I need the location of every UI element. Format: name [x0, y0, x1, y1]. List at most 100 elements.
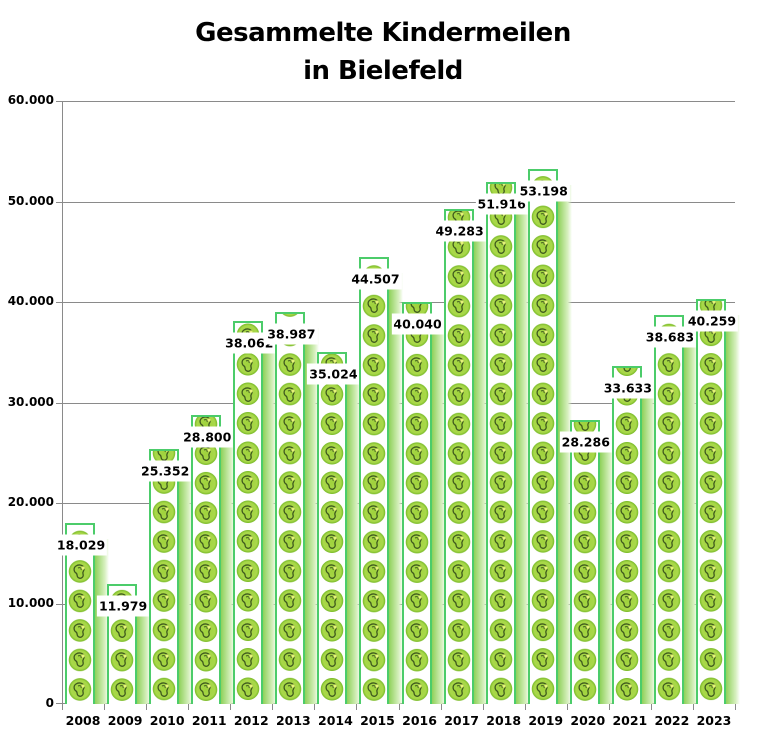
- footprint-icon: [366, 622, 382, 640]
- footprint-icon: [493, 268, 509, 286]
- footprint-icon: [240, 356, 256, 374]
- footprint-icon: [535, 268, 551, 286]
- footprint-icon: [114, 681, 130, 699]
- footprint-icon: [409, 592, 425, 610]
- footprint-icon: [493, 474, 509, 492]
- footprint-icon: [619, 622, 635, 640]
- bar-2017[interactable]: [443, 208, 474, 704]
- footprint-icon: [703, 504, 719, 522]
- footprint-icon: [493, 297, 509, 315]
- footprint-icon: [72, 651, 88, 669]
- bar-2012[interactable]: [233, 321, 264, 704]
- footprint-icon: [451, 592, 467, 610]
- footprint-icon: [535, 474, 551, 492]
- footprint-icon: [156, 563, 172, 581]
- footprint-icon: [703, 622, 719, 640]
- data-label: 53.198: [517, 180, 570, 202]
- footprint-icon: [451, 356, 467, 374]
- bar-shadow: [389, 272, 404, 704]
- chart-title-line-2: in Bielefeld: [303, 56, 463, 86]
- footprint-icon: [409, 415, 425, 433]
- x-tick-label: 2015: [360, 713, 395, 728]
- footprint-icon: [451, 445, 467, 463]
- footprint-icon: [703, 415, 719, 433]
- footprint-icon: [619, 415, 635, 433]
- bar-2016[interactable]: [401, 301, 432, 704]
- bar-shadow: [473, 224, 488, 704]
- footprint-icon: [324, 445, 340, 463]
- footprint-icon: [240, 386, 256, 404]
- footprint-icon: [198, 651, 214, 669]
- footprint-icon: [451, 533, 467, 551]
- footprint-icon: [451, 415, 467, 433]
- footprint-icon: [72, 592, 88, 610]
- footprint-icon: [451, 622, 467, 640]
- x-tick-mark: [230, 704, 232, 710]
- x-tick-mark: [482, 704, 484, 710]
- footprint-icon: [409, 386, 425, 404]
- footprint-icon: [282, 474, 298, 492]
- chart-title-line-1: Gesammelte Kindermeilen: [195, 18, 571, 48]
- data-label: 49.283: [433, 220, 486, 242]
- bar-2011[interactable]: [191, 414, 222, 704]
- footprint-icon: [451, 504, 467, 522]
- footprint-icon: [282, 314, 298, 315]
- x-tick-label: 2014: [318, 713, 353, 728]
- footprint-icon: [409, 563, 425, 581]
- footprint-icon: [324, 415, 340, 433]
- footprint-icon: [535, 622, 551, 640]
- x-tick-mark: [692, 704, 694, 710]
- x-tick-mark: [272, 704, 274, 710]
- footprint-icon: [366, 356, 382, 374]
- bar-2021[interactable]: [611, 366, 642, 704]
- footprint-icon: [661, 651, 677, 669]
- bar-shadow: [263, 337, 278, 704]
- data-label: 28.286: [559, 431, 612, 453]
- bar-2023[interactable]: [695, 299, 726, 704]
- footprint-icon: [324, 592, 340, 610]
- bar-2010[interactable]: [149, 449, 180, 704]
- footprint-icon: [451, 681, 467, 699]
- footprint-icon: [661, 681, 677, 699]
- footprint-icon: [409, 681, 425, 699]
- footprint-icon: [493, 327, 509, 345]
- footprint-icon: [703, 563, 719, 581]
- footprint-icon: [409, 651, 425, 669]
- footprint-icon: [451, 386, 467, 404]
- x-tick-label: 2018: [486, 713, 522, 728]
- footprint-icon: [703, 445, 719, 463]
- bar-2013[interactable]: [275, 312, 306, 704]
- footprint-icon: [493, 681, 509, 699]
- footprint-icon: [493, 563, 509, 581]
- footprint-icon: [619, 504, 635, 522]
- footprint-icon: [156, 681, 172, 699]
- bar-2014[interactable]: [317, 352, 348, 704]
- footprint-icon: [409, 303, 425, 315]
- footprint-icon: [451, 297, 467, 315]
- footprint-icon: [282, 415, 298, 433]
- x-tick-label: 2022: [654, 713, 690, 728]
- x-tick-label: 2020: [570, 713, 606, 728]
- footprint-icon: [703, 651, 719, 669]
- data-label: 11.979: [96, 595, 150, 617]
- x-tick-mark: [650, 704, 652, 710]
- footprint-icon: [493, 533, 509, 551]
- footprint-icon: [535, 209, 551, 227]
- footprint-icon: [577, 563, 593, 581]
- bar-2019[interactable]: [527, 169, 558, 704]
- footprint-icon: [114, 622, 130, 640]
- footprint-icon: [577, 592, 593, 610]
- bar-2018[interactable]: [485, 182, 516, 704]
- y-tick-label: 40.000: [7, 294, 54, 308]
- bar-2022[interactable]: [653, 315, 684, 704]
- bar-2020[interactable]: [569, 419, 600, 704]
- bar-2015[interactable]: [359, 256, 390, 704]
- footprint-icon: [366, 327, 382, 345]
- footprint-icon: [703, 474, 719, 492]
- footprint-icon: [619, 474, 635, 492]
- footprint-icon: [493, 386, 509, 404]
- bar-shadow: [599, 435, 614, 704]
- footprint-icon: [72, 681, 88, 699]
- x-tick-label: 2011: [191, 713, 227, 728]
- footprint-icon: [577, 421, 593, 433]
